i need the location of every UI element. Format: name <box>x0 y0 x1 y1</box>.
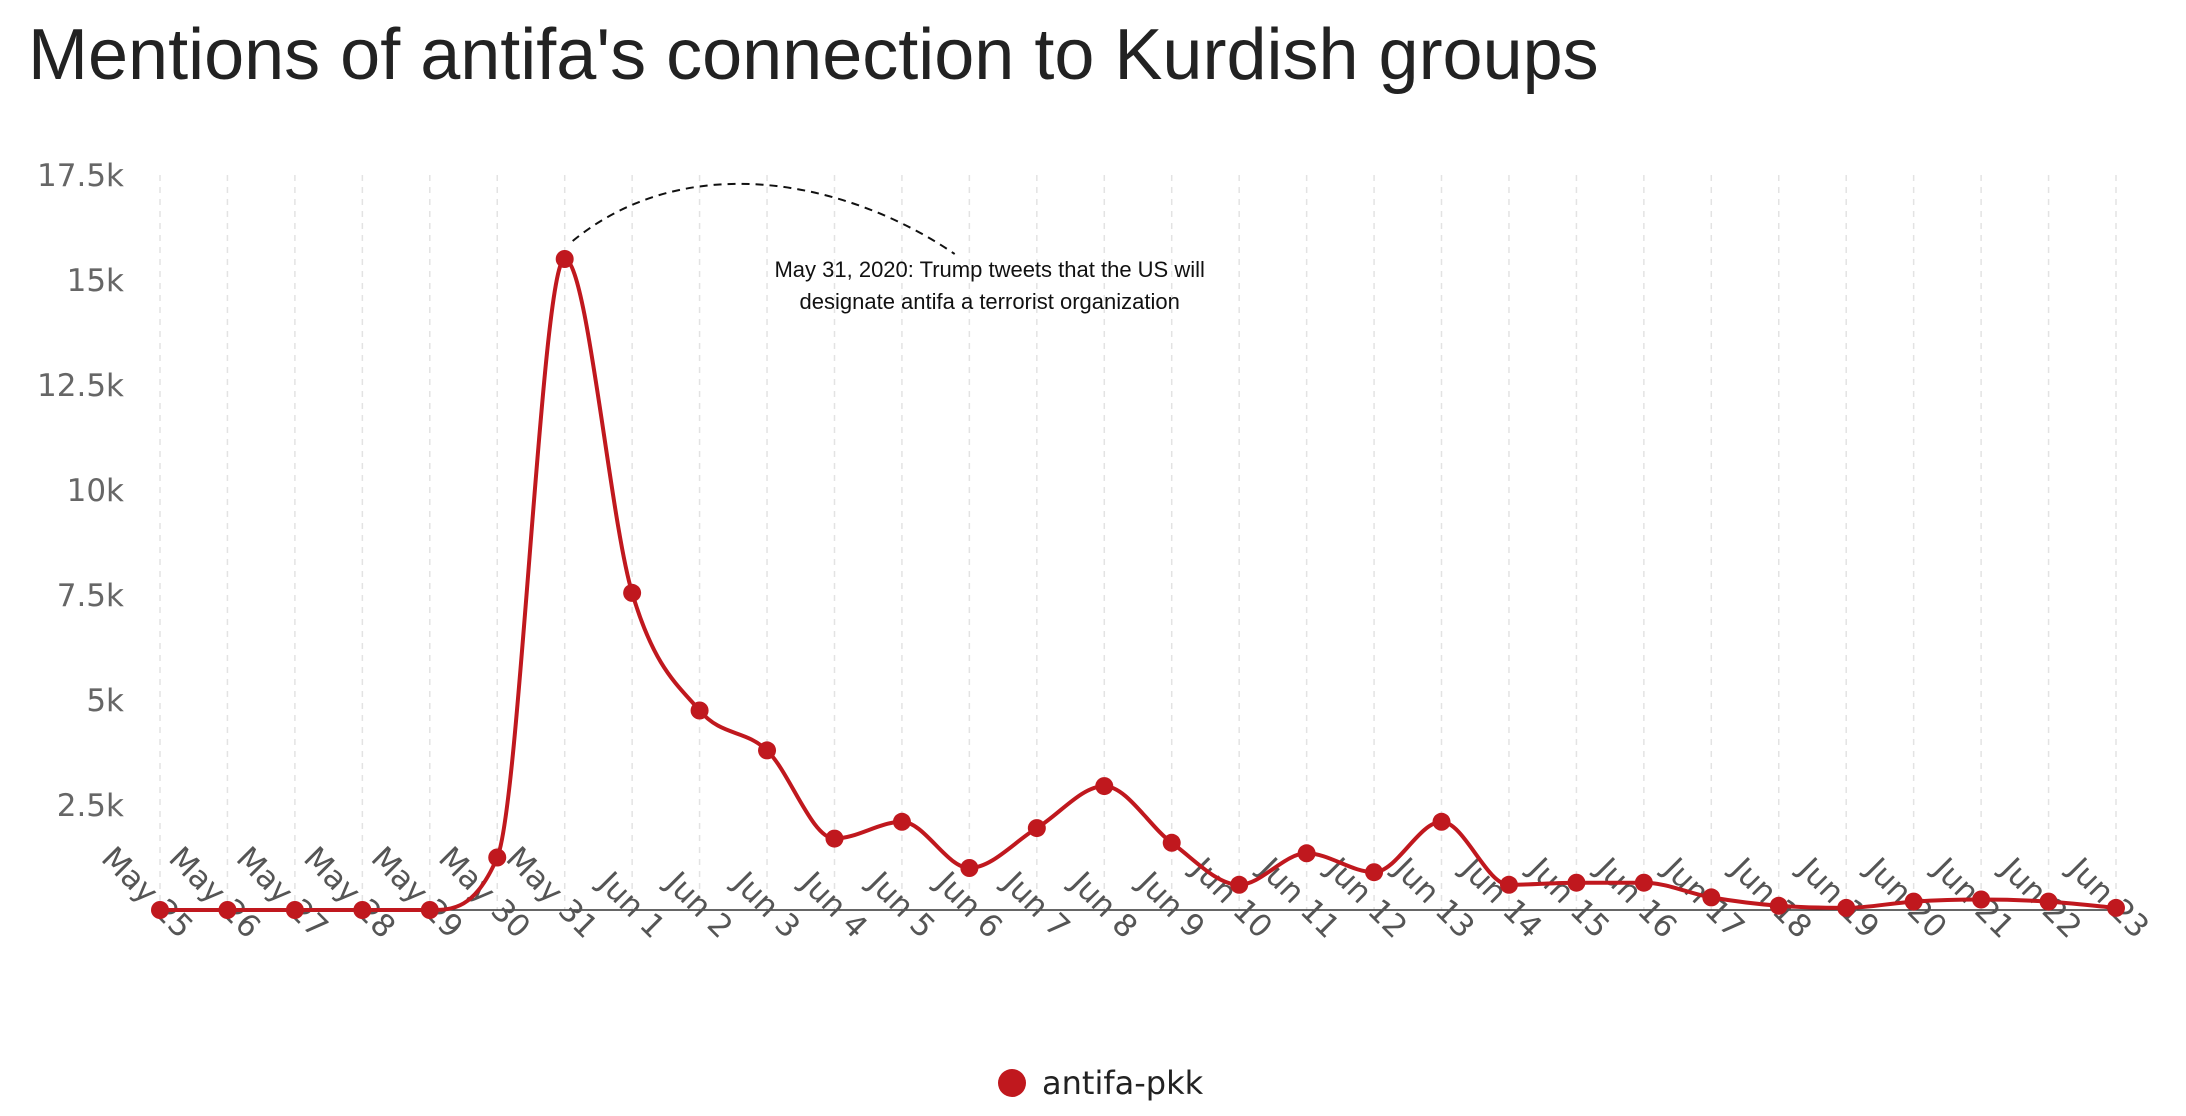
series-line-antifa-pkk <box>159 256 2117 913</box>
data-point <box>1027 819 1046 838</box>
data-point <box>1162 833 1181 852</box>
x-tick-label: Jun 4 <box>792 864 874 946</box>
data-point <box>353 901 372 919</box>
y-tick-label: 7.5k <box>57 578 124 614</box>
data-point <box>1365 863 1384 882</box>
data-point <box>151 901 169 919</box>
data-point <box>1567 873 1586 892</box>
data-point <box>488 848 507 867</box>
data-point <box>892 812 911 831</box>
data-point <box>1904 892 1923 911</box>
y-tick-label: 15k <box>67 263 124 299</box>
data-point <box>218 901 237 919</box>
legend-marker-antifa-pkk <box>998 1069 1026 1097</box>
annotation-text-line-2: designate antifa a terrorist organizatio… <box>800 289 1180 314</box>
data-point <box>2039 892 2058 911</box>
data-point <box>2107 898 2125 917</box>
y-tick-label: 5k <box>86 683 124 719</box>
grid-lines <box>159 175 2117 910</box>
data-point <box>1972 890 1991 909</box>
x-tick-label: Jun 1 <box>590 864 672 946</box>
y-tick-label: 2.5k <box>57 788 124 824</box>
legend: antifa-pkk <box>998 1064 1204 1102</box>
data-point <box>1769 896 1788 915</box>
data-point <box>1095 777 1114 796</box>
data-point <box>285 901 304 919</box>
data-point <box>1837 898 1856 917</box>
data-point <box>1432 812 1451 831</box>
y-tick-label: 12.5k <box>37 368 124 404</box>
x-tick-label: Jun 8 <box>1062 864 1144 946</box>
x-tick-label: Jun 5 <box>860 864 942 946</box>
y-tick-label: 17.5k <box>37 158 124 194</box>
legend-label-antifa-pkk: antifa-pkk <box>1042 1064 1204 1102</box>
data-point <box>1499 875 1518 894</box>
data-point <box>555 250 574 268</box>
y-tick-label: 10k <box>67 473 124 509</box>
data-points <box>151 250 2125 919</box>
annotation: May 31, 2020: Trump tweets that the US w… <box>572 182 1205 314</box>
data-point <box>1702 888 1721 907</box>
chart-title: Mentions of antifa's connection to Kurdi… <box>28 15 1599 95</box>
annotation-text-line-1: May 31, 2020: Trump tweets that the US w… <box>774 257 1204 282</box>
data-point <box>420 901 439 919</box>
data-point <box>1297 844 1316 863</box>
data-point <box>623 583 642 602</box>
x-tick-label: Jun 3 <box>725 864 807 946</box>
data-point <box>758 741 777 760</box>
data-point <box>690 701 709 720</box>
x-tick-label: Jun 7 <box>995 864 1077 946</box>
data-point <box>825 829 844 848</box>
data-point <box>1230 875 1249 894</box>
y-axis-ticks: 2.5k 5k 7.5k 10k 12.5k 15k 17.5k <box>37 158 124 824</box>
data-point <box>1634 873 1653 892</box>
data-point <box>960 859 979 877</box>
x-tick-label: Jun 2 <box>657 864 739 946</box>
annotation-arc <box>572 182 956 255</box>
